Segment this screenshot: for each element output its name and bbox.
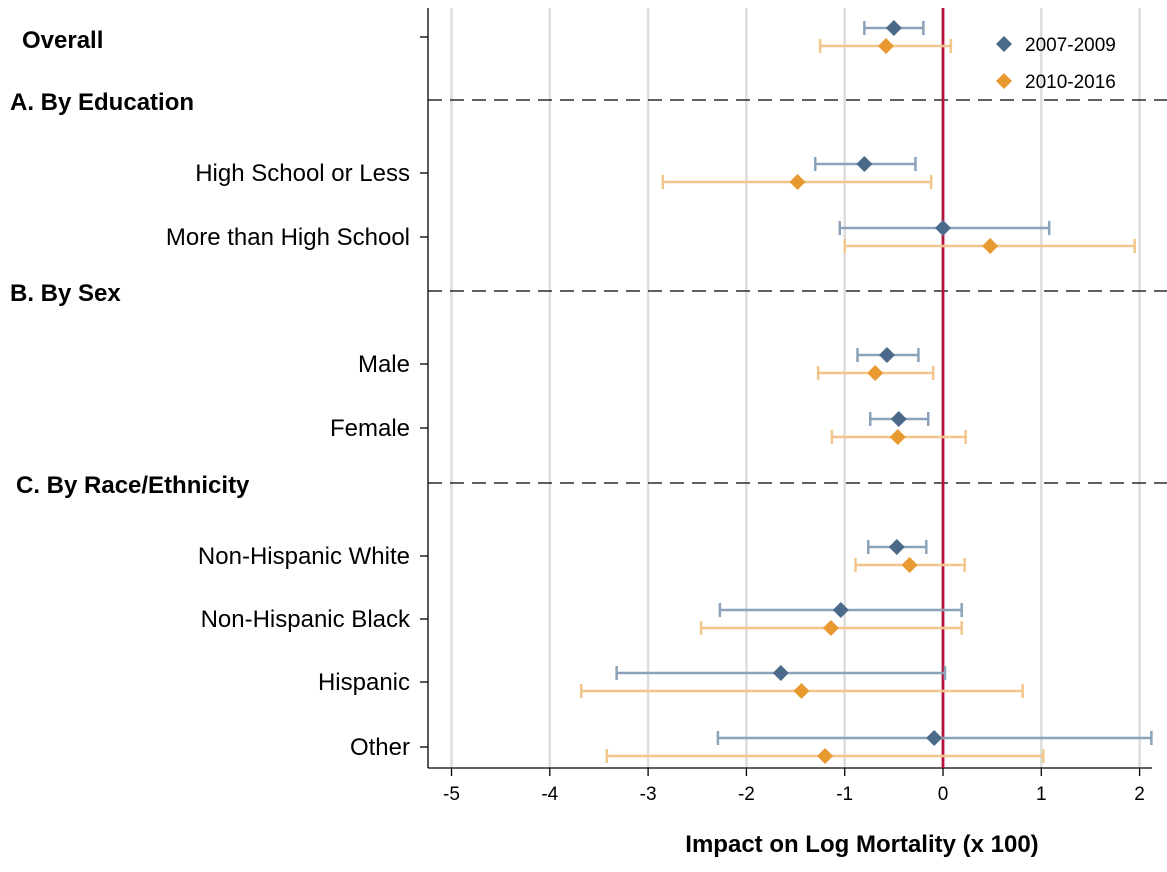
legend-marker-series-1: [996, 36, 1012, 52]
point-row-2-series-1: [935, 220, 951, 236]
point-row-8-series-2: [817, 748, 834, 764]
point-row-7-series-2: [793, 683, 810, 699]
point-row-4-series-2: [889, 429, 906, 445]
x-tick-label-6: 1: [1036, 784, 1047, 805]
row-labels-group: Overall A. By Education High School or Les…: [10, 27, 411, 761]
row-label-7: Hispanic: [318, 669, 410, 696]
x-tick-label-0: -5: [443, 784, 460, 805]
row-label-5: Non-Hispanic White: [198, 543, 410, 570]
row-label-6: Non-Hispanic Black: [201, 606, 411, 633]
section-title-3: C. By Race/Ethnicity: [16, 472, 250, 499]
marks-group: [580, 20, 1153, 764]
point-row-2-series-2: [982, 238, 999, 254]
legend-marker-series-2: [996, 73, 1012, 89]
point-row-0-series-2: [877, 38, 894, 54]
row-label-3: Male: [358, 351, 410, 378]
point-row-0-series-1: [885, 20, 902, 36]
point-row-4-series-1: [890, 411, 907, 427]
row-label-2: More than High School: [166, 224, 410, 251]
section-title-1: A. By Education: [10, 89, 194, 116]
point-row-6-series-1: [832, 602, 849, 618]
point-row-3-series-1: [878, 347, 895, 363]
x-tick-label-4: -1: [836, 784, 853, 805]
gridlines-group: [450, 8, 1141, 768]
point-row-8-series-1: [926, 730, 943, 746]
axes-group: -5 -4 -3 -2 -1 0 1 2: [420, 8, 1167, 805]
row-label-8: Other: [350, 734, 410, 761]
x-tick-label-5: 0: [938, 784, 949, 805]
x-tick-label-2: -3: [640, 784, 657, 805]
x-tick-label-7: 2: [1134, 784, 1145, 805]
point-row-5-series-1: [888, 539, 905, 555]
row-label-1: High School or Less: [195, 160, 410, 187]
legend-label-series-2: 2010-2016: [1025, 72, 1116, 93]
row-label-4: Female: [330, 415, 410, 442]
x-tick-label-3: -2: [738, 784, 755, 805]
point-row-5-series-2: [901, 557, 918, 573]
point-row-7-series-1: [772, 665, 789, 681]
point-row-3-series-2: [867, 365, 884, 381]
legend: 2007-2009 2010-2016: [996, 35, 1116, 93]
section-title-2: B. By Sex: [10, 280, 121, 307]
section-title-0: Overall: [22, 27, 103, 54]
point-row-1-series-1: [856, 156, 873, 172]
x-axis-title: Impact on Log Mortality (x 100): [685, 831, 1038, 858]
point-row-1-series-2: [789, 174, 806, 190]
x-tick-label-1: -4: [541, 784, 558, 805]
point-row-6-series-2: [822, 620, 839, 636]
legend-label-series-1: 2007-2009: [1025, 35, 1116, 56]
